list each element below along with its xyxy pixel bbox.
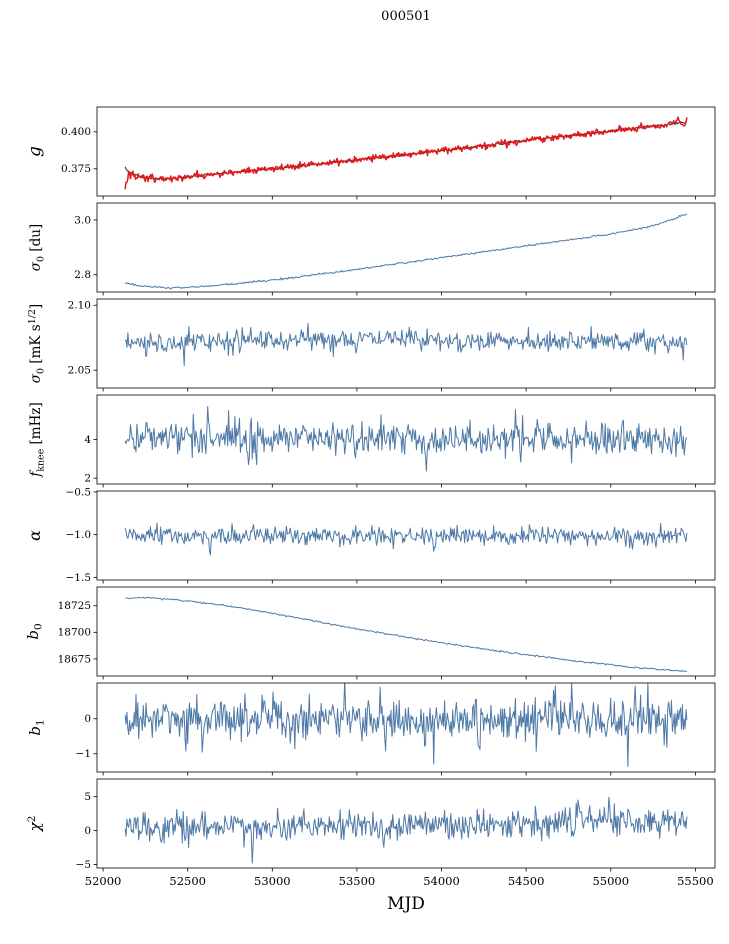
y-tick-label: 18700	[58, 627, 91, 639]
y-tick-label: 0.375	[61, 163, 91, 175]
y-tick-label: −5	[76, 859, 91, 871]
series-fknee	[124, 406, 688, 472]
x-tick-label: 53500	[339, 874, 376, 888]
x-tick-label: 55000	[592, 874, 629, 888]
y-tick-label: 2	[84, 473, 91, 485]
y-axis-label-segment: knee	[36, 448, 47, 471]
y-axis-label-segment: χ	[26, 821, 44, 832]
panel-box-sigma0_mks	[96, 298, 716, 389]
series-b0	[125, 596, 687, 673]
y-tick-label: −1.0	[66, 529, 92, 541]
x-axis-title: MJD	[387, 894, 425, 914]
y-axis-label-b1: b1	[26, 719, 47, 735]
y-axis-label-alpha: α	[25, 530, 44, 541]
y-axis-label-segment: b	[26, 726, 44, 736]
series-b1	[124, 683, 688, 767]
x-tick-label: 52500	[169, 874, 206, 888]
y-axis-label-b0: b0	[24, 623, 45, 639]
y-tick-label: 0.400	[61, 126, 91, 138]
y-tick-label: 18675	[58, 653, 91, 665]
y-tick-label: 0	[84, 825, 91, 837]
y-axis-label-segment: 0	[33, 623, 45, 630]
x-tick-label: 53000	[254, 874, 291, 888]
y-axis-label-segment: [du]	[28, 224, 44, 256]
series-g-data	[124, 116, 688, 190]
y-axis-label-segment: g	[25, 146, 45, 157]
panel-box-chi2	[96, 778, 716, 869]
y-axis-label-segment: α	[25, 530, 44, 541]
panel-box-g	[96, 106, 716, 197]
y-axis-label-segment: f	[28, 470, 44, 478]
y-axis-label-g: g	[25, 146, 45, 157]
x-tick-label: 54500	[508, 874, 545, 888]
y-tick-label: −0.5	[66, 486, 92, 498]
y-axis-label-segment: [mK s	[28, 324, 44, 368]
y-tick-label: 4	[84, 434, 91, 446]
y-tick-label: 0	[84, 713, 91, 725]
y-axis-label-sigma0_mks: σ0 [mK s1/2]	[27, 304, 47, 383]
y-axis-label-segment: σ	[28, 261, 44, 271]
y-tick-label: 2.10	[68, 300, 91, 312]
y-axis-label-sigma0_du: σ0 [du]	[28, 224, 47, 271]
panel-box-alpha	[96, 490, 716, 581]
y-tick-label: −1	[76, 748, 91, 760]
panel-box-sigma0_du	[96, 202, 716, 293]
y-axis-label-segment: 1/2	[27, 309, 38, 324]
panel-box-b0	[96, 586, 716, 677]
panel-box-b1	[96, 682, 716, 773]
series-sigma0-mks	[124, 322, 688, 367]
series-alpha	[124, 522, 688, 556]
y-axis-label-segment: 1	[35, 719, 47, 726]
x-tick-label: 52000	[85, 874, 122, 888]
x-tick-label: 55500	[677, 874, 714, 888]
y-tick-label: 5	[84, 791, 91, 803]
y-tick-label: 3.0	[74, 214, 91, 226]
y-tick-label: 2.8	[74, 269, 91, 281]
y-axis-label-chi2: χ2	[26, 816, 44, 833]
y-tick-label: −1.5	[66, 572, 92, 584]
y-axis-label-segment: 0	[36, 256, 47, 262]
y-axis-label-segment: ]	[28, 304, 44, 309]
y-axis-label-segment: b	[24, 630, 42, 640]
y-axis-label-segment: σ	[28, 373, 44, 383]
y-tick-label: 2.05	[68, 365, 91, 377]
panel-box-fknee	[96, 394, 716, 485]
x-tick-label: 54000	[423, 874, 460, 888]
figure-title: 000501	[381, 9, 431, 24]
y-axis-label-fknee: fknee [mHz]	[28, 402, 47, 477]
y-axis-label-segment: 2	[26, 816, 38, 823]
y-axis-label-segment: [mHz]	[28, 402, 44, 449]
y-axis-label-segment: 0	[36, 368, 47, 374]
y-tick-label: 18725	[58, 600, 91, 612]
series-chi2	[124, 796, 688, 864]
series-g-fit	[124, 121, 688, 181]
series-sigma0-du	[125, 213, 688, 290]
